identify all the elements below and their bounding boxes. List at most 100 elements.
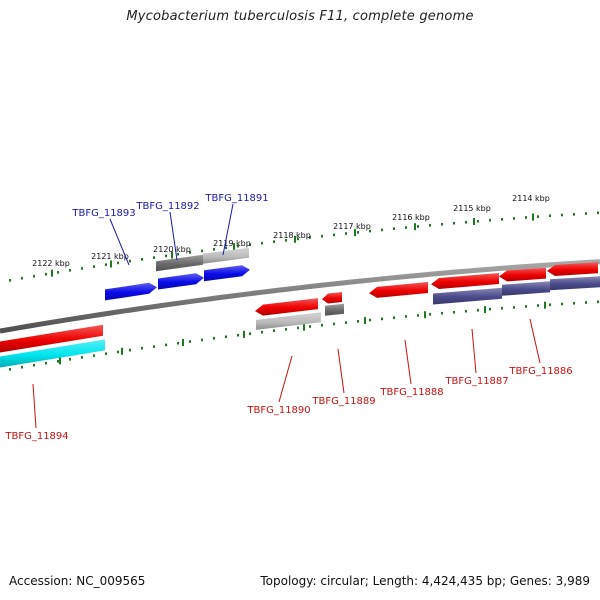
ruler-tick-label: 2120 kbp: [153, 245, 191, 254]
gene-feature[interactable]: [156, 254, 203, 272]
gene-features: [0, 247, 600, 368]
outer-ring-minor-tick: [333, 233, 335, 237]
gene-leader-line: [337, 348, 345, 394]
inner-ring-minor-tick: [453, 310, 455, 314]
gene-feature[interactable]: [105, 282, 157, 301]
inner-ring-major-tick: [424, 311, 426, 319]
inner-ring-minor-tick: [465, 309, 467, 313]
outer-ring-minor-tick: [393, 227, 395, 230]
outer-ring-minor-tick: [57, 271, 59, 274]
inner-ring-major-tick: [182, 339, 184, 346]
outer-ring-minor-tick: [477, 219, 479, 223]
gene-feature[interactable]: [547, 262, 598, 276]
gene-feature[interactable]: [322, 292, 342, 304]
gene-leader-line: [32, 383, 37, 429]
backbone-line: [0, 259, 600, 334]
outer-ring-minor-tick: [117, 261, 119, 265]
outer-ring-major-tick: [110, 260, 112, 268]
inner-ring-minor-tick: [561, 302, 563, 306]
gene-feature[interactable]: [502, 281, 550, 296]
outer-ring-minor-tick: [585, 212, 587, 215]
forward-gene-label[interactable]: TBFG_11891: [204, 193, 268, 204]
outer-ring-major-tick: [51, 269, 53, 277]
inner-ring-minor-tick: [69, 358, 71, 361]
outer-ring-minor-tick: [381, 228, 383, 232]
map-title: Mycobacterium tuberculosis F11, complete…: [126, 9, 474, 24]
gene-leader-line: [404, 339, 412, 385]
gene-feature[interactable]: [158, 273, 204, 290]
ruler-tick-label: 2115 kbp: [453, 204, 491, 213]
inner-ring-minor-tick: [93, 354, 95, 357]
outer-ring-minor-tick: [21, 276, 23, 280]
gene-feature[interactable]: [0, 324, 103, 353]
inner-ring-minor-tick: [177, 341, 179, 345]
gene-feature[interactable]: [0, 339, 105, 368]
gene-feature[interactable]: [369, 282, 428, 298]
inner-ring-major-tick: [544, 301, 546, 309]
inner-ring-major-tick: [364, 317, 366, 325]
reverse-gene-label[interactable]: TBFG_11888: [379, 387, 443, 398]
inner-ring-major-tick: [59, 357, 61, 365]
inner-ring-minor-tick: [237, 333, 239, 337]
outer-ring-minor-tick: [273, 240, 275, 243]
reverse-gene-label[interactable]: TBFG_11894: [4, 431, 68, 442]
gene-feature[interactable]: [499, 267, 546, 282]
inner-ring-minor-tick: [489, 307, 491, 311]
reverse-gene-label[interactable]: TBFG_11886: [508, 366, 572, 377]
inner-ring-major-tick: [303, 323, 305, 331]
outer-ring-minor-tick: [501, 218, 503, 221]
inner-ring-minor-tick: [81, 356, 83, 359]
ruler-tick-label: 2122 kbp: [32, 259, 70, 268]
genome-summary-text: Topology: circular; Length: 4,424,435 bp…: [260, 574, 590, 588]
outer-ring-minor-tick: [165, 254, 167, 258]
forward-gene-label[interactable]: TBFG_11893: [71, 208, 135, 219]
outer-ring-minor-tick: [561, 213, 563, 217]
outer-ring-minor-tick: [465, 220, 467, 224]
gene-leader-line: [471, 328, 477, 374]
gene-feature[interactable]: [255, 298, 318, 316]
reverse-gene-label[interactable]: TBFG_11887: [444, 376, 508, 387]
outer-ring-minor-tick: [9, 279, 11, 282]
inner-ring-minor-tick: [417, 314, 419, 317]
gene-feature[interactable]: [325, 303, 344, 316]
inner-ring-minor-tick: [225, 335, 227, 339]
inner-ring-minor-tick: [597, 300, 599, 304]
reverse-gene-label[interactable]: TBFG_11890: [246, 405, 310, 416]
gene-feature[interactable]: [256, 312, 321, 330]
forward-gene-label[interactable]: TBFG_11892: [135, 201, 199, 212]
inner-ring-minor-tick: [273, 329, 275, 332]
ruler-tick-label: 2119 kbp: [213, 239, 251, 248]
outer-ring-major-tick: [532, 213, 534, 221]
inner-ring-minor-tick: [9, 368, 11, 371]
outer-ring-minor-tick: [429, 224, 431, 227]
reverse-gene-label[interactable]: TBFG_11889: [311, 396, 375, 407]
gene-feature[interactable]: [550, 276, 600, 291]
outer-ring-minor-tick: [249, 243, 251, 246]
inner-ring-minor-tick: [45, 361, 47, 365]
ruler-tick-label: 2121 kbp: [91, 252, 129, 261]
genome-backbone: [0, 259, 600, 334]
outer-ring-minor-tick: [525, 216, 527, 219]
gene-feature[interactable]: [203, 247, 249, 264]
outer-ring-minor-tick: [261, 241, 263, 245]
inner-ring-minor-tick: [33, 363, 35, 367]
inner-ring-minor-tick: [285, 328, 287, 331]
inner-ring-minor-tick: [129, 348, 131, 352]
outer-ring-minor-tick: [177, 252, 179, 256]
outer-ring-major-tick: [473, 218, 475, 225]
accession-text: Accession: NC_009565: [9, 574, 146, 588]
inner-ring-minor-tick: [357, 320, 359, 323]
outer-ring-minor-tick: [573, 213, 575, 216]
outer-ring-minor-tick: [69, 269, 71, 272]
outer-ring-minor-tick: [321, 234, 323, 238]
outer-ring-minor-tick: [369, 229, 371, 233]
gene-feature[interactable]: [433, 287, 502, 305]
inner-ring-minor-tick: [513, 306, 515, 309]
gene-feature[interactable]: [204, 265, 250, 282]
gene-feature[interactable]: [431, 273, 499, 289]
gene-leader-line: [109, 218, 130, 266]
inner-ring-minor-tick: [321, 323, 323, 327]
inner-ring-minor-tick: [261, 330, 263, 334]
inner-ring-minor-tick: [141, 347, 143, 350]
